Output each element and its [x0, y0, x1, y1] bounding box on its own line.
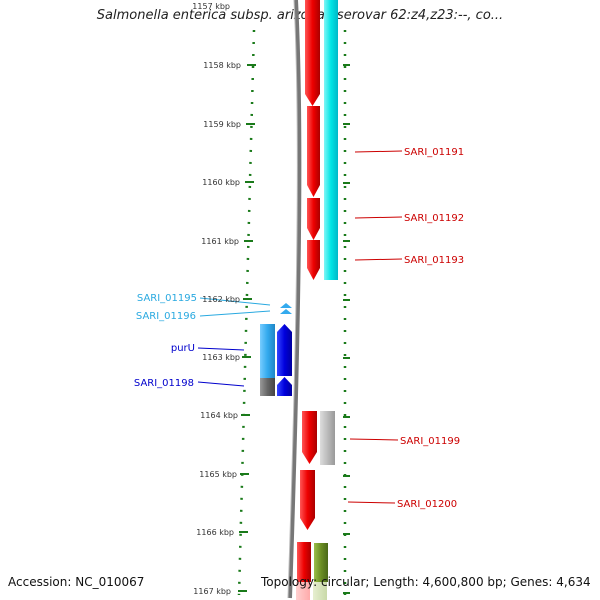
- gene-bar-dark-grey: [260, 378, 275, 396]
- gene-label-sari-01193[interactable]: SARI_01193: [404, 255, 464, 266]
- tick-label-1163: 1163 kbp: [202, 353, 240, 362]
- gene-arrow-red: [307, 198, 320, 240]
- map-title: Salmonella enterica subsp. arizonae sero…: [96, 8, 504, 23]
- gene-arrow-blue: [277, 324, 292, 376]
- gene-label-sari-01198[interactable]: SARI_01198: [134, 378, 194, 389]
- gene-bar-olive: [314, 543, 328, 582]
- tick-label-1162: 1162 kbp: [202, 295, 240, 304]
- label-leader-lines: [197, 150, 403, 504]
- tick-label-1158: 1158 kbp: [203, 61, 241, 70]
- gene-label-sari-01200[interactable]: SARI_01200: [397, 499, 457, 510]
- gene-arrow-red: [307, 106, 320, 197]
- cyan-feature-bar: [324, 0, 338, 280]
- genome-backbone-highlight: [287, 0, 298, 599]
- gene-chevron-light-blue: [280, 309, 292, 314]
- gene-label-sari-01196[interactable]: SARI_01196: [136, 311, 196, 322]
- gene-chevron-light-blue: [280, 303, 292, 308]
- right-tick-marks: [343, 64, 350, 594]
- tick-label-1157: 1157 kbp: [192, 2, 230, 11]
- gene-label-puru[interactable]: purU: [171, 343, 195, 354]
- gene-bar-light-blue: [260, 324, 275, 378]
- tick-label-1159: 1159 kbp: [203, 120, 241, 129]
- genome-summary-text: Topology: circular; Length: 4,600,800 bp…: [261, 575, 591, 589]
- accession-text: Accession: NC_010067: [8, 575, 145, 589]
- gene-arrow-red: [305, 0, 320, 106]
- gene-label-sari-01191[interactable]: SARI_01191: [404, 147, 464, 158]
- gene-bar-red: [297, 542, 311, 582]
- gene-bar-grey: [320, 411, 335, 465]
- tick-label-1160: 1160 kbp: [202, 178, 240, 187]
- tick-label-1164: 1164 kbp: [200, 411, 238, 420]
- gene-bar-red-faded: [296, 582, 310, 600]
- gene-label-sari-01199[interactable]: SARI_01199: [400, 436, 460, 447]
- gene-arrow-blue: [277, 377, 292, 396]
- genome-backbone: [288, 0, 302, 599]
- gene-arrow-red: [307, 240, 320, 280]
- gene-arrow-red: [302, 411, 317, 464]
- gene-label-sari-01195[interactable]: SARI_01195: [137, 293, 197, 304]
- tick-label-1165: 1165 kbp: [199, 470, 237, 479]
- gene-label-sari-01192[interactable]: SARI_01192: [404, 213, 464, 224]
- tick-label-1161: 1161 kbp: [201, 237, 239, 246]
- tick-label-1167: 1167 kbp: [193, 587, 231, 596]
- gene-bar-olive-faded: [313, 582, 327, 600]
- gene-arrow-red: [300, 470, 315, 530]
- tick-label-1166: 1166 kbp: [196, 528, 234, 537]
- left-tick-marks: [238, 64, 256, 592]
